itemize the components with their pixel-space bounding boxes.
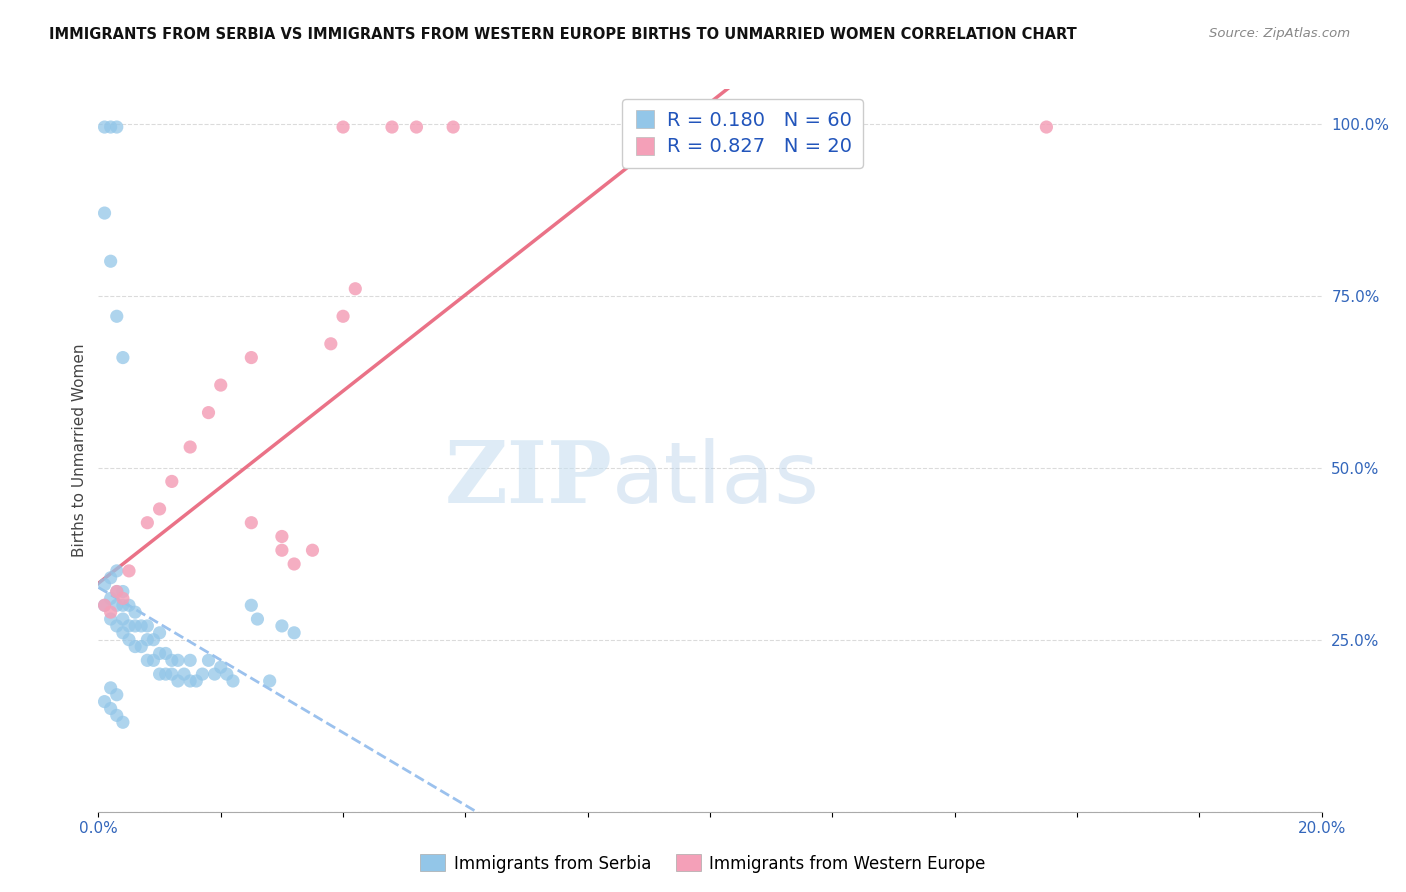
Point [93, 577, 115, 591]
Point [1035, 120, 1057, 134]
Point [118, 564, 141, 578]
Point [197, 653, 219, 667]
Point [441, 120, 464, 134]
Point [136, 632, 159, 647]
Point [191, 667, 214, 681]
Point [179, 653, 201, 667]
Point [405, 120, 427, 134]
Point [118, 619, 141, 633]
Point [111, 351, 134, 365]
Point [100, 120, 122, 134]
Point [118, 632, 141, 647]
Point [100, 701, 122, 715]
Point [149, 667, 172, 681]
Point [105, 310, 128, 324]
Point [167, 653, 190, 667]
Point [136, 516, 159, 530]
Point [179, 673, 201, 688]
Y-axis label: Births to Unmarried Women: Births to Unmarried Women [72, 343, 87, 558]
Point [93, 599, 115, 613]
Point [142, 632, 165, 647]
Point [204, 667, 226, 681]
Point [111, 591, 134, 606]
Point [209, 378, 232, 392]
Point [100, 571, 122, 585]
Point [259, 673, 281, 688]
Point [105, 708, 128, 723]
Point [124, 605, 146, 619]
Point [301, 543, 323, 558]
Point [283, 625, 305, 640]
Point [118, 599, 141, 613]
Point [283, 557, 305, 571]
Point [246, 612, 269, 626]
Point [105, 688, 128, 702]
Point [105, 599, 128, 613]
Point [319, 336, 342, 351]
Point [332, 120, 354, 134]
Point [209, 660, 232, 674]
Point [105, 564, 128, 578]
Point [142, 653, 165, 667]
Point [215, 667, 238, 681]
Point [100, 605, 122, 619]
Point [270, 529, 292, 543]
Point [129, 640, 152, 654]
Point [160, 653, 183, 667]
Point [381, 120, 404, 134]
Point [111, 612, 134, 626]
Point [136, 653, 159, 667]
Point [93, 695, 115, 709]
Point [344, 282, 367, 296]
Point [129, 619, 152, 633]
Point [100, 254, 122, 268]
Point [93, 120, 115, 134]
Point [105, 619, 128, 633]
Point [179, 440, 201, 454]
Point [111, 599, 134, 613]
Legend: R = 0.180   N = 60, R = 0.827   N = 20: R = 0.180 N = 60, R = 0.827 N = 20 [621, 99, 863, 168]
Point [111, 715, 134, 730]
Text: Source: ZipAtlas.com: Source: ZipAtlas.com [1209, 27, 1350, 40]
Point [270, 619, 292, 633]
Point [93, 206, 115, 220]
Legend: Immigrants from Serbia, Immigrants from Western Europe: Immigrants from Serbia, Immigrants from … [413, 847, 993, 880]
Point [149, 647, 172, 661]
Point [105, 120, 128, 134]
Text: ZIP: ZIP [444, 437, 612, 521]
Point [149, 502, 172, 516]
Point [155, 647, 177, 661]
Point [100, 591, 122, 606]
Point [111, 625, 134, 640]
Point [100, 681, 122, 695]
Point [124, 619, 146, 633]
Point [240, 516, 263, 530]
Point [332, 310, 354, 324]
Point [186, 673, 208, 688]
Point [173, 667, 195, 681]
Point [160, 475, 183, 489]
Point [240, 599, 263, 613]
Point [111, 584, 134, 599]
Point [149, 625, 172, 640]
Text: IMMIGRANTS FROM SERBIA VS IMMIGRANTS FROM WESTERN EUROPE BIRTHS TO UNMARRIED WOM: IMMIGRANTS FROM SERBIA VS IMMIGRANTS FRO… [49, 27, 1077, 42]
Point [222, 673, 245, 688]
Point [160, 667, 183, 681]
Point [197, 406, 219, 420]
Point [105, 584, 128, 599]
Point [240, 351, 263, 365]
Point [93, 599, 115, 613]
Point [105, 584, 128, 599]
Point [155, 667, 177, 681]
Point [270, 543, 292, 558]
Point [100, 612, 122, 626]
Text: atlas: atlas [612, 438, 820, 521]
Point [136, 619, 159, 633]
Point [167, 673, 190, 688]
Point [124, 640, 146, 654]
